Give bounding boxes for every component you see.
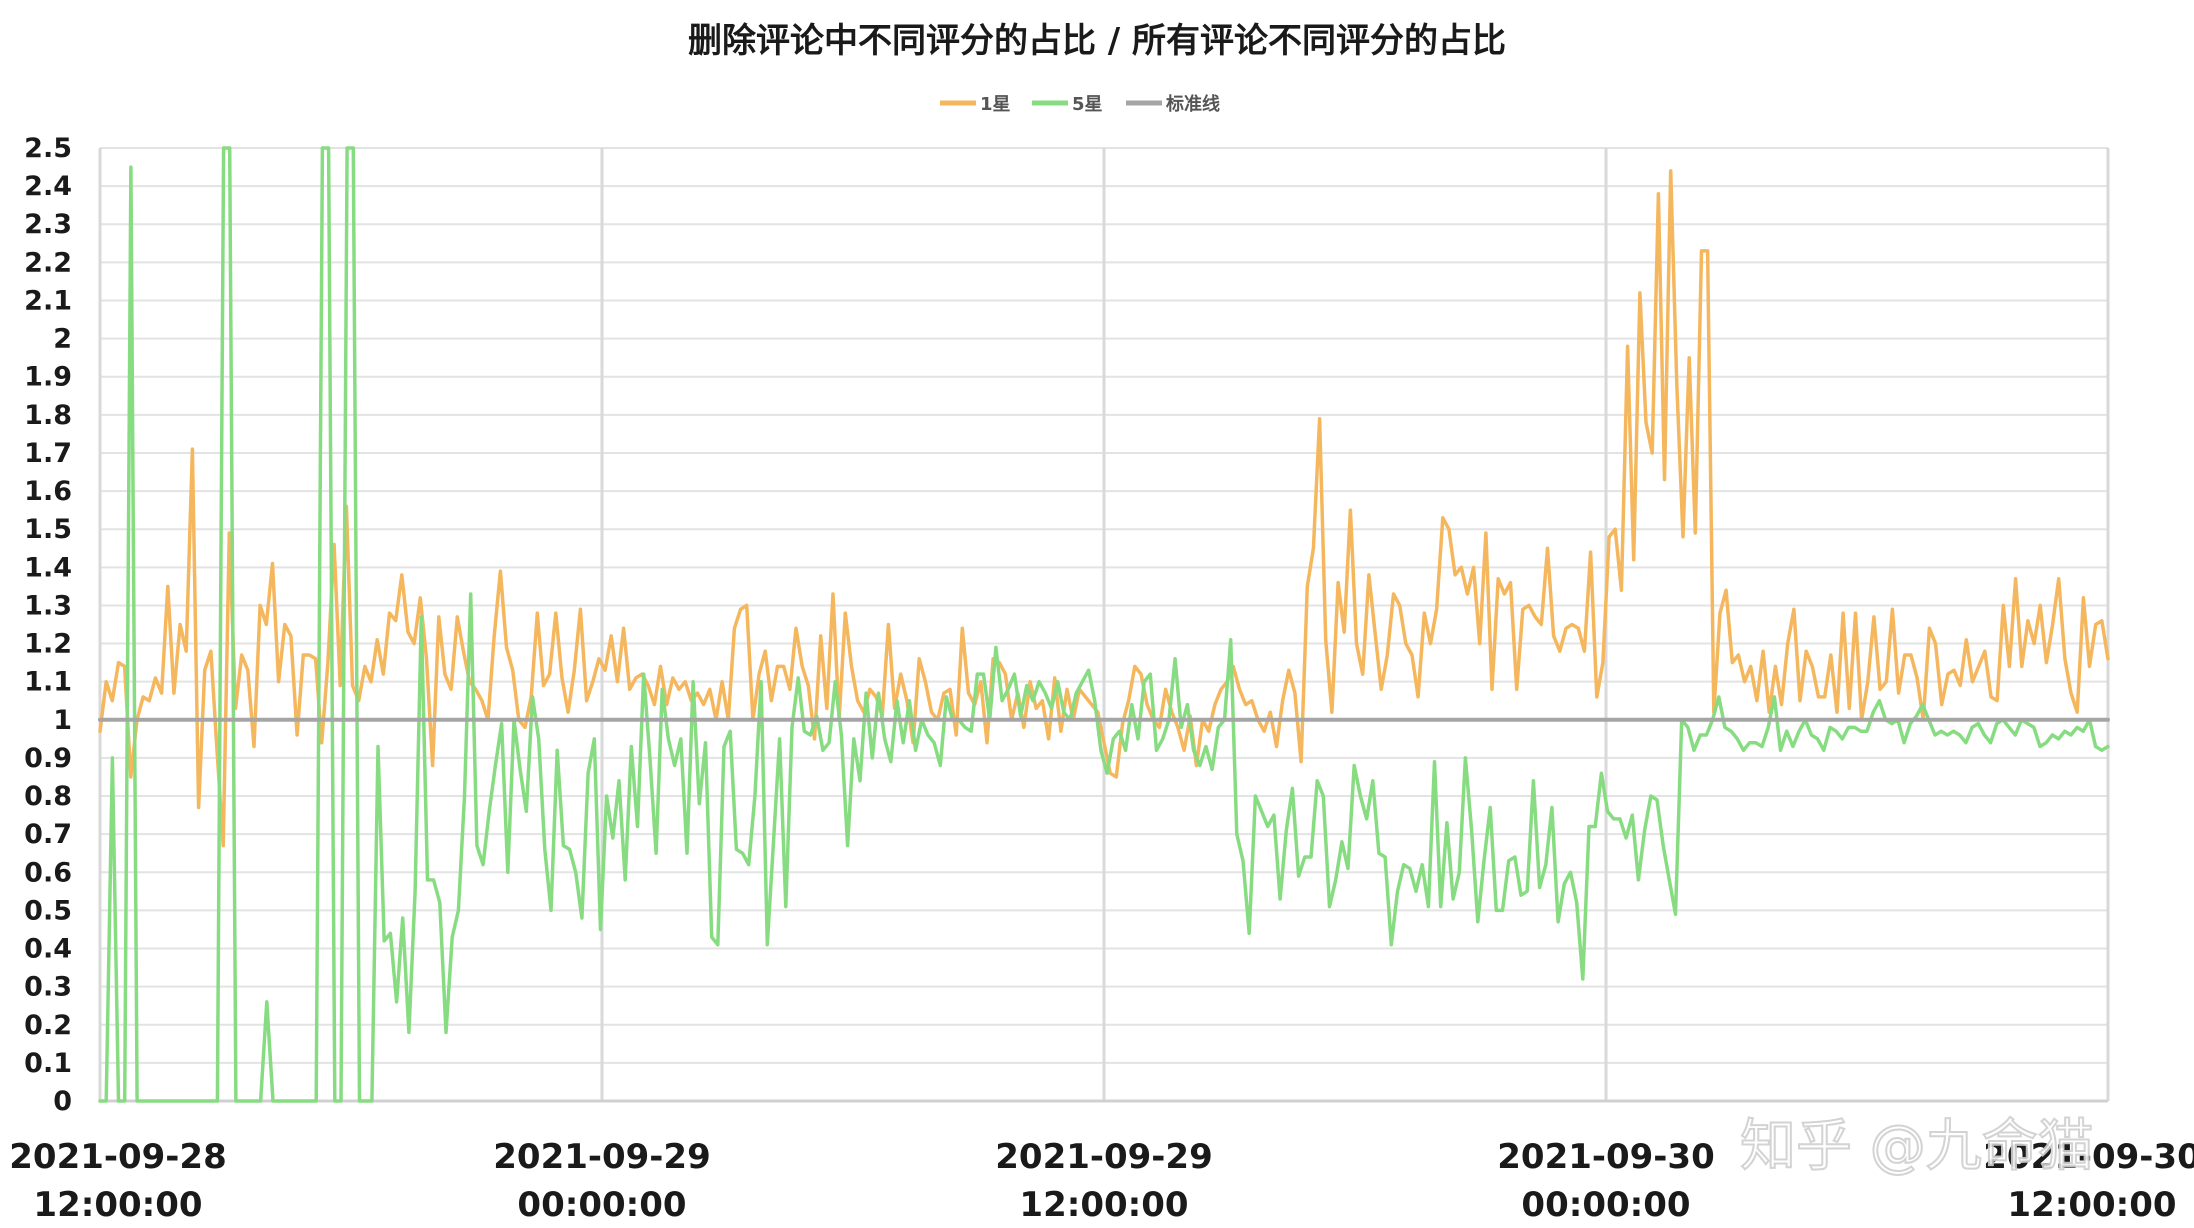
x-tick-date: 2021-09-30 xyxy=(1497,1137,1714,1177)
y-tick-label: 0.9 xyxy=(24,743,72,774)
y-tick-label: 1.4 xyxy=(24,552,72,583)
y-tick-label: 1.2 xyxy=(24,629,72,660)
y-tick-label: 0.8 xyxy=(24,781,72,812)
y-tick-label: 0.5 xyxy=(24,895,72,926)
x-tick-time: 12:00:00 xyxy=(1019,1185,1188,1225)
y-tick-label: 2.3 xyxy=(24,209,72,240)
y-tick-label: 0.6 xyxy=(24,857,72,888)
legend-label: 5星 xyxy=(1072,94,1103,115)
plot-area xyxy=(98,146,2110,1103)
y-tick-label: 2.5 xyxy=(24,133,72,164)
legend-label: 1星 xyxy=(980,94,1011,115)
y-tick-label: 1.7 xyxy=(24,438,72,469)
y-tick-label: 1 xyxy=(53,705,72,736)
y-tick-label: 2.4 xyxy=(24,171,72,202)
y-axis: 0 0.1 0.2 0.3 0.4 0.5 0.6 0.7 0.8 0.9 1 1.1 1.2 1.3 1.… xyxy=(24,133,72,1117)
y-tick-label: 1.3 xyxy=(24,590,72,621)
y-tick-label: 1.9 xyxy=(24,362,72,393)
y-tick-label: 1.8 xyxy=(24,400,72,431)
legend: 1星 5星 标准线 xyxy=(940,93,1220,115)
legend-label: 标准线 xyxy=(1165,93,1220,115)
x-tick-time: 12:00:00 xyxy=(2007,1185,2176,1225)
watermark: 知乎 @九命猫 xyxy=(1740,1114,2094,1179)
x-tick-time: 00:00:00 xyxy=(1521,1185,1690,1225)
x-tick-date: 2021-09-29 xyxy=(493,1137,710,1177)
series-line-1 xyxy=(98,146,2110,1103)
y-tick-label: 2.2 xyxy=(24,247,72,278)
x-tick-time: 00:00:00 xyxy=(517,1185,686,1225)
chart-title: 删除评论中不同评分的占比 / 所有评论不同评分的占比 xyxy=(688,21,1506,61)
y-tick-label: 0.3 xyxy=(24,972,72,1003)
y-tick-label: 0.1 xyxy=(24,1048,72,1079)
y-tick-label: 0.7 xyxy=(24,819,72,850)
x-tick-date: 2021-09-29 xyxy=(995,1137,1212,1177)
y-tick-label: 2.1 xyxy=(24,285,72,316)
x-tick-time: 12:00:00 xyxy=(33,1185,202,1225)
y-tick-label: 1.5 xyxy=(24,514,72,545)
y-tick-label: 0.4 xyxy=(24,934,72,965)
y-tick-label: 1.6 xyxy=(24,476,72,507)
series-line-0 xyxy=(98,169,2110,848)
y-tick-label: 2 xyxy=(53,324,72,355)
x-tick-date: 2021-09-28 xyxy=(9,1137,226,1177)
x-tick-date: 2021-09-30 xyxy=(1983,1137,2194,1177)
y-tick-label: 1.1 xyxy=(24,667,72,698)
y-tick-label: 0.2 xyxy=(24,1010,72,1041)
y-tick-label: 0 xyxy=(53,1086,72,1117)
x-axis: 2021-09-28 12:00:00 2021-09-29 00:00:00 2021… xyxy=(9,1099,2194,1225)
